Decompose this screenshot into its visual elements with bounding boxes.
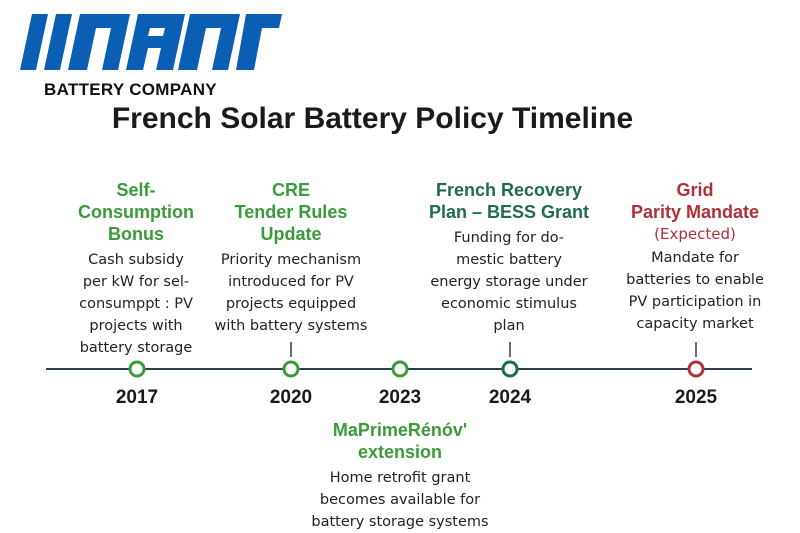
timeline-axis bbox=[46, 342, 752, 378]
year-label-2024: 2024 bbox=[488, 387, 532, 408]
event-description: Home retrofit grant becomes available fo… bbox=[311, 470, 489, 530]
event-description: Funding for do- mestic battery energy st… bbox=[430, 230, 588, 334]
event-description: Priority mechanism introduced for PV pro… bbox=[214, 252, 368, 334]
expected-note: (Expected) bbox=[654, 225, 736, 243]
event-2020: CRE Tender Rules Update Priority mechani… bbox=[200, 179, 382, 337]
event-heading: MaPrimeRénóv' extension bbox=[332, 420, 468, 462]
event-description: Cash subsidy per kW for sel- consumppt :… bbox=[79, 252, 193, 356]
year-label-2025: 2025 bbox=[674, 387, 718, 408]
year-label-2023: 2023 bbox=[378, 387, 422, 408]
company-name: BATTERY COMPANY bbox=[44, 80, 217, 99]
page-title: French Solar Battery Policy Timeline bbox=[111, 102, 634, 135]
marker-2023 bbox=[391, 360, 409, 378]
event-2024: French Recovery Plan – BESS Grant Fundin… bbox=[412, 179, 606, 337]
company-logo bbox=[20, 14, 282, 70]
event-heading: French Recovery Plan – BESS Grant bbox=[428, 180, 590, 222]
year-label-2020: 2020 bbox=[269, 387, 313, 408]
event-2025: Grid Parity Mandate (Expected) Mandate f… bbox=[610, 179, 780, 335]
event-2023: MaPrimeRénóv' extension Home retrofit gr… bbox=[280, 419, 520, 533]
event-heading: Grid Parity Mandate bbox=[630, 180, 760, 222]
marker-2020 bbox=[282, 360, 300, 378]
event-heading: CRE Tender Rules Update bbox=[234, 180, 348, 244]
event-2017: Self- Consumption Bonus Cash subsidy per… bbox=[56, 179, 216, 359]
event-description: Mandate for batteries to enable PV parti… bbox=[626, 250, 764, 332]
marker-2024 bbox=[501, 360, 519, 378]
marker-2017 bbox=[128, 360, 146, 378]
year-label-2017: 2017 bbox=[115, 387, 159, 408]
marker-2025 bbox=[687, 360, 705, 378]
event-heading: Self- Consumption Bonus bbox=[78, 180, 194, 244]
